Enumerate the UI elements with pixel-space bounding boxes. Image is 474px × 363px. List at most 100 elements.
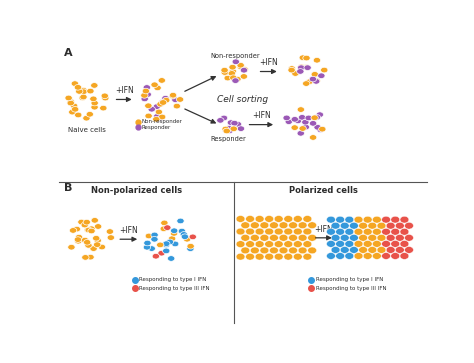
Text: B: B [64,183,72,193]
Circle shape [221,68,228,73]
Circle shape [80,94,87,100]
Circle shape [73,226,81,232]
Circle shape [241,247,250,254]
Circle shape [67,100,74,106]
Circle shape [311,72,319,77]
Circle shape [297,107,304,113]
Circle shape [71,81,79,86]
Circle shape [298,247,307,254]
Circle shape [377,246,386,253]
Circle shape [83,115,90,121]
Circle shape [313,78,320,83]
Circle shape [391,241,400,247]
Circle shape [382,216,391,223]
Circle shape [91,217,99,223]
Circle shape [349,223,358,229]
Circle shape [386,223,395,229]
Circle shape [227,120,235,125]
Circle shape [274,216,283,222]
Circle shape [279,247,288,254]
Circle shape [405,223,413,229]
Circle shape [158,114,166,120]
Circle shape [349,234,358,241]
Circle shape [230,126,237,132]
Circle shape [292,71,299,76]
Circle shape [157,115,164,121]
Circle shape [303,241,312,248]
Circle shape [166,239,173,245]
Circle shape [327,216,336,223]
Circle shape [152,253,160,259]
Circle shape [354,253,363,259]
Circle shape [170,231,178,236]
Circle shape [101,93,109,99]
Circle shape [183,236,191,242]
Circle shape [250,247,259,254]
Circle shape [158,250,165,256]
Circle shape [107,235,115,240]
Circle shape [229,69,237,74]
Circle shape [162,95,169,101]
Circle shape [69,228,77,233]
Text: +IFN: +IFN [115,86,134,95]
Circle shape [236,228,245,235]
Circle shape [234,122,242,127]
Circle shape [284,228,292,235]
Circle shape [141,93,148,98]
Circle shape [220,115,228,121]
Circle shape [312,78,320,84]
Circle shape [236,253,245,260]
Circle shape [386,246,395,253]
Circle shape [354,216,363,223]
Circle shape [345,253,354,259]
Circle shape [265,228,273,235]
Text: Responder: Responder [142,125,171,130]
Circle shape [234,76,241,82]
Circle shape [157,101,164,107]
Circle shape [284,241,292,248]
Circle shape [160,226,167,232]
Circle shape [377,234,386,241]
Circle shape [75,234,82,240]
Circle shape [313,57,320,63]
Circle shape [155,109,163,115]
Circle shape [92,236,100,241]
Circle shape [297,69,304,74]
Circle shape [336,228,345,235]
Circle shape [298,64,305,70]
Circle shape [255,253,264,260]
Circle shape [363,216,372,223]
Circle shape [159,100,167,105]
Circle shape [293,253,302,260]
Circle shape [340,234,349,241]
Circle shape [340,246,349,253]
Circle shape [246,241,255,248]
Circle shape [72,106,79,112]
Circle shape [232,78,239,83]
Circle shape [327,228,336,235]
Text: Cell sorting: Cell sorting [218,95,268,104]
Text: Naive cells: Naive cells [68,127,106,134]
Circle shape [395,223,404,229]
Circle shape [318,73,325,78]
Circle shape [74,112,82,118]
Circle shape [91,83,98,88]
Circle shape [303,253,312,260]
Circle shape [88,226,95,232]
Circle shape [82,254,89,260]
Circle shape [288,66,295,71]
Circle shape [377,223,386,229]
Circle shape [153,117,160,122]
Circle shape [368,246,377,253]
Circle shape [143,85,151,90]
Circle shape [391,253,400,259]
Circle shape [297,131,304,136]
Circle shape [386,234,395,241]
Circle shape [359,246,367,253]
Text: A: A [64,48,72,58]
Circle shape [331,246,340,253]
Circle shape [306,79,313,85]
Circle shape [167,256,175,261]
Circle shape [217,118,224,123]
Circle shape [246,228,255,235]
